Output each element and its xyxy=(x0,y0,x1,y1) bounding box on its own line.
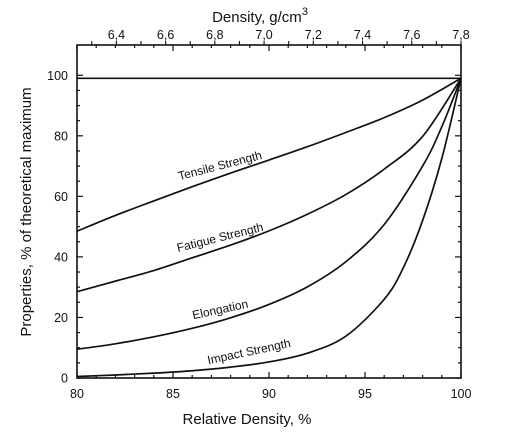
series-label-elongation: Elongation xyxy=(191,297,249,322)
y-axis-title: Properties, % of theoretical maximum xyxy=(18,87,35,336)
y-tick-label: 60 xyxy=(54,190,68,204)
top-axis-title: Density, g/cm3 xyxy=(212,6,308,26)
y-tick-label: 20 xyxy=(54,311,68,325)
top-axis-tick-label: 6,8 xyxy=(206,28,223,42)
y-tick-label: 0 xyxy=(61,372,68,386)
x-tick-label: 85 xyxy=(166,387,180,401)
series-line-fatigue-strength xyxy=(76,77,462,293)
series-label-impact-strength: Impact Strength xyxy=(206,336,292,367)
x-tick-label: 95 xyxy=(358,387,372,401)
top-axis-tick-label: 7,0 xyxy=(255,28,272,42)
top-axis-tick-label: 7,8 xyxy=(452,28,469,42)
top-axis-tick-label: 6,6 xyxy=(157,28,174,42)
series-line-tensile-strength xyxy=(76,77,462,232)
x-tick-label: 80 xyxy=(70,387,84,401)
top-axis-tick-label: 7,4 xyxy=(354,28,371,42)
top-axis-tick-label: 7,6 xyxy=(403,28,420,42)
x-tick-label: 90 xyxy=(262,387,276,401)
x-axis-title: Relative Density, % xyxy=(183,411,312,428)
plot-frame xyxy=(76,44,462,379)
x-tick-label: 100 xyxy=(451,387,472,401)
top-axis-tick-label: 6,4 xyxy=(108,28,125,42)
top-axis-tick-label: 7,2 xyxy=(305,28,322,42)
y-tick-label: 100 xyxy=(47,69,68,83)
series-line-impact-strength xyxy=(76,78,462,378)
series-line-elongation xyxy=(76,77,462,351)
top-axis-title-text: Density, g/cm xyxy=(212,9,302,26)
y-tick-label: 40 xyxy=(54,250,68,264)
top-axis-title-superscript: 3 xyxy=(302,6,308,18)
y-tick-label: 80 xyxy=(54,129,68,143)
